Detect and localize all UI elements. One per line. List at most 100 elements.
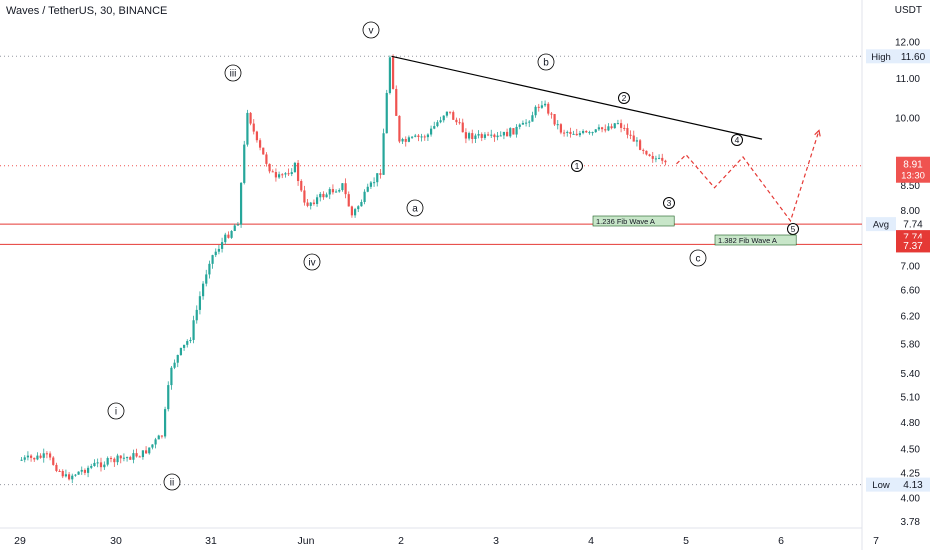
candle-body xyxy=(433,126,436,129)
candle-body xyxy=(233,225,236,231)
projection-arrow xyxy=(814,129,821,137)
candle-body xyxy=(439,120,442,123)
candle-body xyxy=(360,201,363,207)
x-tick-label: 5 xyxy=(683,535,689,547)
candle-body xyxy=(458,122,461,124)
countdown-label: 13:30 xyxy=(901,171,925,182)
candle-body xyxy=(154,439,157,445)
candle-body xyxy=(258,140,262,148)
candle-body xyxy=(58,470,61,472)
candle-body xyxy=(616,123,620,125)
low-badge-label-bg xyxy=(866,477,896,492)
candle-body xyxy=(230,230,233,238)
y-tick-label: 4.80 xyxy=(901,418,921,429)
wave-label: 3 xyxy=(667,198,672,208)
candle-body xyxy=(486,134,490,136)
trendline xyxy=(391,55,763,140)
candle-body xyxy=(205,274,208,284)
wave-label: 5 xyxy=(791,224,796,234)
candle-body xyxy=(315,197,319,204)
candle-body xyxy=(505,131,509,137)
x-tick-label: 30 xyxy=(110,535,122,547)
candle-body xyxy=(182,344,186,348)
fib-label-1236: 1.236 Fib Wave A xyxy=(596,217,655,226)
wave-label: ii xyxy=(170,478,174,489)
candle-body xyxy=(26,455,30,458)
y-tick-label: 4.50 xyxy=(901,445,921,456)
candle-body xyxy=(176,354,179,363)
candle-body xyxy=(543,103,547,106)
level-badge-2-bg xyxy=(896,238,930,253)
candle-body xyxy=(74,474,77,476)
wave-label-circle xyxy=(571,160,583,172)
candle-body xyxy=(64,474,68,477)
candle-body xyxy=(106,458,109,465)
candle-body xyxy=(328,189,331,195)
wave-label-circle xyxy=(537,53,555,71)
candle-body xyxy=(410,136,414,138)
candle-body xyxy=(192,320,195,340)
candle-body xyxy=(246,112,249,145)
candle-body xyxy=(518,124,521,127)
candle-body xyxy=(287,173,290,175)
wave-label-circle xyxy=(731,134,743,146)
candle-body xyxy=(398,115,401,142)
wave-label: i xyxy=(115,407,117,418)
candle-body xyxy=(521,122,525,125)
x-tick-label: 2 xyxy=(398,535,404,547)
candle-body xyxy=(350,206,354,216)
candle-body xyxy=(71,475,74,480)
candle-body xyxy=(550,113,553,115)
last-price-label: 8.91 xyxy=(903,160,923,171)
candle-body xyxy=(369,182,373,187)
wave-label: c xyxy=(696,254,701,265)
candle-body xyxy=(559,124,563,133)
candle-body xyxy=(148,447,151,454)
candle-body xyxy=(426,134,430,138)
last-price-bg xyxy=(896,156,930,183)
avg-badge-bg xyxy=(896,217,930,232)
candle-body xyxy=(55,464,58,471)
currency-label: USDT xyxy=(894,5,922,16)
candle-body xyxy=(600,127,604,130)
level-badge-1: 7.74 xyxy=(903,233,923,244)
y-tick-label: 8.00 xyxy=(901,206,921,217)
candle-body xyxy=(445,111,449,116)
candle-body xyxy=(23,457,26,460)
fib-label-1382-box xyxy=(714,234,797,246)
candle-body xyxy=(391,57,395,89)
candle-body xyxy=(319,193,322,198)
candle-body xyxy=(252,123,255,132)
y-tick-label: 7.00 xyxy=(901,261,921,272)
candle-body xyxy=(566,131,569,133)
candle-body xyxy=(385,92,388,134)
candle-body xyxy=(284,173,287,175)
candle-body xyxy=(83,469,87,473)
candle-body xyxy=(414,135,417,137)
y-tick-label: 12.00 xyxy=(895,38,920,49)
candle-body xyxy=(442,115,445,121)
candle-body xyxy=(420,136,423,138)
candle-body xyxy=(157,435,160,440)
candle-body xyxy=(186,341,189,345)
candle-body xyxy=(461,122,464,133)
candle-body xyxy=(144,450,148,454)
candle-body xyxy=(436,122,439,127)
wave-label: 1 xyxy=(575,161,580,171)
candle-body xyxy=(220,242,224,249)
candle-body xyxy=(562,132,566,134)
candle-body xyxy=(141,450,145,458)
avg-badge-label-bg xyxy=(866,217,896,232)
candle-body xyxy=(36,455,39,460)
y-tick-label: 4.00 xyxy=(901,493,921,504)
candle-body xyxy=(138,456,141,458)
candle-body xyxy=(125,457,129,459)
candle-body xyxy=(262,147,265,155)
candle-body xyxy=(96,462,99,464)
candle-body xyxy=(642,149,645,151)
candle-body xyxy=(113,458,116,463)
wave-label-circle xyxy=(663,197,675,209)
candle-body xyxy=(90,466,93,468)
wave-label: 2 xyxy=(622,93,627,103)
